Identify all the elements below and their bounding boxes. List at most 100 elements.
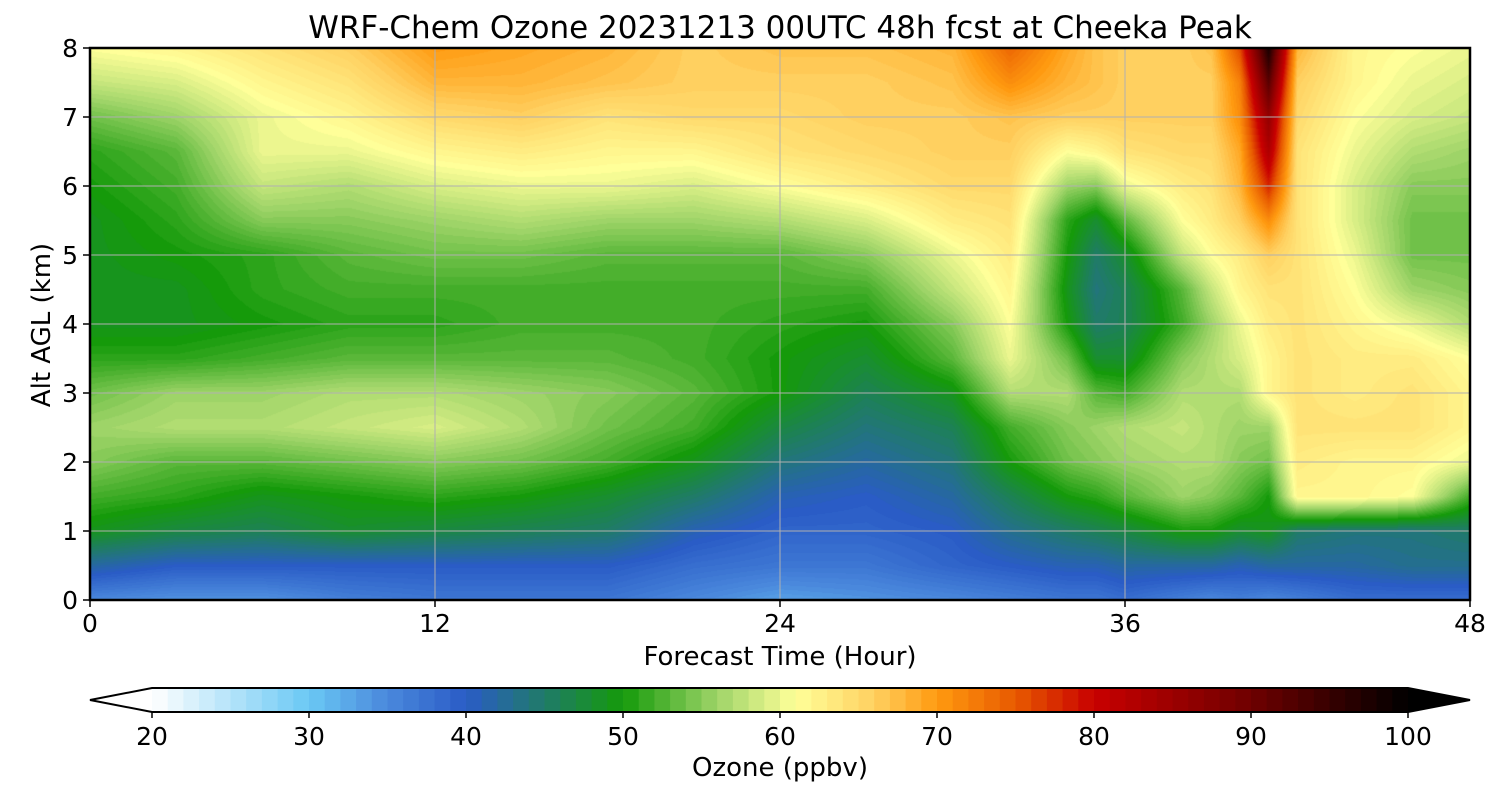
y-tick-label: 7 — [62, 103, 78, 132]
colorbar-swatch — [1078, 688, 1095, 712]
colorbar-swatch — [403, 688, 420, 712]
colorbar-swatch — [811, 688, 828, 712]
y-tick-label: 6 — [62, 172, 78, 201]
colorbar-swatch — [277, 688, 294, 712]
colorbar-swatch — [795, 688, 812, 712]
colorbar-swatch — [1125, 688, 1142, 712]
y-tick-label: 2 — [62, 448, 78, 477]
colorbar-swatch — [827, 688, 844, 712]
colorbar-swatch — [575, 688, 593, 712]
colorbar-swatch — [654, 688, 671, 712]
y-axis: 0 1 2 3 4 5 6 7 8 — [62, 34, 90, 615]
colorbar-swatch — [1172, 688, 1189, 712]
colorbar-swatch — [889, 688, 907, 712]
colorbar: 20 30 40 50 60 70 80 90 100 Ozone (ppbv) — [89, 687, 1471, 783]
colorbar-swatch — [152, 688, 169, 712]
colorbar-swatch — [1015, 688, 1032, 712]
colorbar-swatch — [481, 688, 498, 712]
colorbar-swatch — [1062, 688, 1079, 712]
colorbar-tick-label: 60 — [764, 722, 796, 751]
colorbar-swatch — [560, 688, 577, 712]
colorbar-swatch — [167, 688, 184, 712]
colorbar-swatch — [905, 688, 922, 712]
colorbar-swatch — [513, 688, 530, 712]
colorbar-swatch — [780, 688, 797, 712]
colorbar-swatch — [968, 688, 985, 712]
x-tick-label: 48 — [1454, 609, 1486, 638]
colorbar-swatch — [544, 688, 561, 712]
colorbar-tick-label: 100 — [1384, 722, 1432, 751]
colorbar-swatch — [638, 688, 655, 712]
colorbar-swatch — [340, 688, 357, 712]
colorbar-extend-high — [1408, 688, 1470, 712]
colorbar-swatch — [261, 688, 279, 712]
x-tick-label: 36 — [1109, 609, 1141, 638]
colorbar-swatch — [1282, 688, 1299, 712]
colorbar-swatch — [607, 688, 624, 712]
colorbar-swatch — [1235, 688, 1252, 712]
colorbar-swatch — [1141, 688, 1158, 712]
colorbar-swatch — [952, 688, 969, 712]
colorbar-swatch — [732, 688, 750, 712]
colorbar-swatch — [1298, 688, 1315, 712]
colorbar-swatch — [748, 688, 765, 712]
y-tick-label: 3 — [62, 379, 78, 408]
colorbar-tick-label: 70 — [921, 722, 953, 751]
x-axis: 0 12 24 36 48 — [82, 600, 1486, 638]
colorbar-swatch — [418, 688, 436, 712]
y-tick-label: 8 — [62, 34, 78, 63]
colorbar-swatch — [356, 688, 373, 712]
colorbar-swatch — [1360, 688, 1378, 712]
colorbar-swatch — [984, 688, 1001, 712]
colorbar-swatch — [858, 688, 875, 712]
colorbar-tick-label: 90 — [1235, 722, 1267, 751]
colorbar-swatch — [214, 688, 232, 712]
colorbar-ticks: 20 30 40 50 60 70 80 90 100 — [136, 712, 1432, 751]
colorbar-swatch — [466, 688, 483, 712]
colorbar-swatch — [701, 688, 718, 712]
colorbar-swatch — [324, 688, 341, 712]
y-tick-label: 0 — [62, 586, 78, 615]
colorbar-swatch — [387, 688, 404, 712]
colorbar-swatch — [999, 688, 1017, 712]
colorbar-swatch — [842, 688, 860, 712]
colorbar-swatch — [246, 688, 263, 712]
colorbar-swatch — [1219, 688, 1236, 712]
colorbar-swatch — [230, 688, 247, 712]
colorbar-swatch — [1313, 688, 1331, 712]
colorbar-swatch — [293, 688, 310, 712]
colorbar-swatch — [1156, 688, 1174, 712]
colorbar-swatch — [1392, 688, 1409, 712]
colorbar-swatch — [1094, 688, 1111, 712]
colorbar-swatch — [528, 688, 546, 712]
colorbar-swatch — [874, 688, 891, 712]
colorbar-tick-label: 80 — [1078, 722, 1110, 751]
colorbar-swatch — [183, 688, 200, 712]
x-axis-label: Forecast Time (Hour) — [643, 642, 916, 672]
x-tick-label: 24 — [764, 609, 796, 638]
colorbar-swatch — [1031, 688, 1048, 712]
colorbar-swatch — [434, 688, 451, 712]
x-tick-label: 0 — [82, 609, 98, 638]
colorbar-swatch — [1266, 688, 1283, 712]
colorbar-tick-label: 20 — [136, 722, 168, 751]
colorbar-extend-low — [90, 688, 152, 712]
colorbar-swatch — [1251, 688, 1268, 712]
colorbar-swatch — [371, 688, 389, 712]
y-tick-label: 1 — [62, 517, 78, 546]
colorbar-swatch — [764, 688, 781, 712]
colorbar-swatch — [717, 688, 734, 712]
y-axis-label: Alt AGL (km) — [27, 243, 57, 407]
colorbar-label: Ozone (ppbv) — [692, 753, 868, 783]
colorbar-swatch — [670, 688, 687, 712]
colorbar-swatch — [1203, 688, 1221, 712]
colorbar-swatch — [685, 688, 703, 712]
y-tick-label: 4 — [62, 310, 78, 339]
colorbar-tick-label: 30 — [293, 722, 325, 751]
colorbar-bar — [89, 687, 1471, 713]
colorbar-swatch — [1329, 688, 1346, 712]
colorbar-swatch — [450, 688, 467, 712]
colorbar-tick-label: 40 — [450, 722, 482, 751]
colorbar-swatch — [199, 688, 216, 712]
